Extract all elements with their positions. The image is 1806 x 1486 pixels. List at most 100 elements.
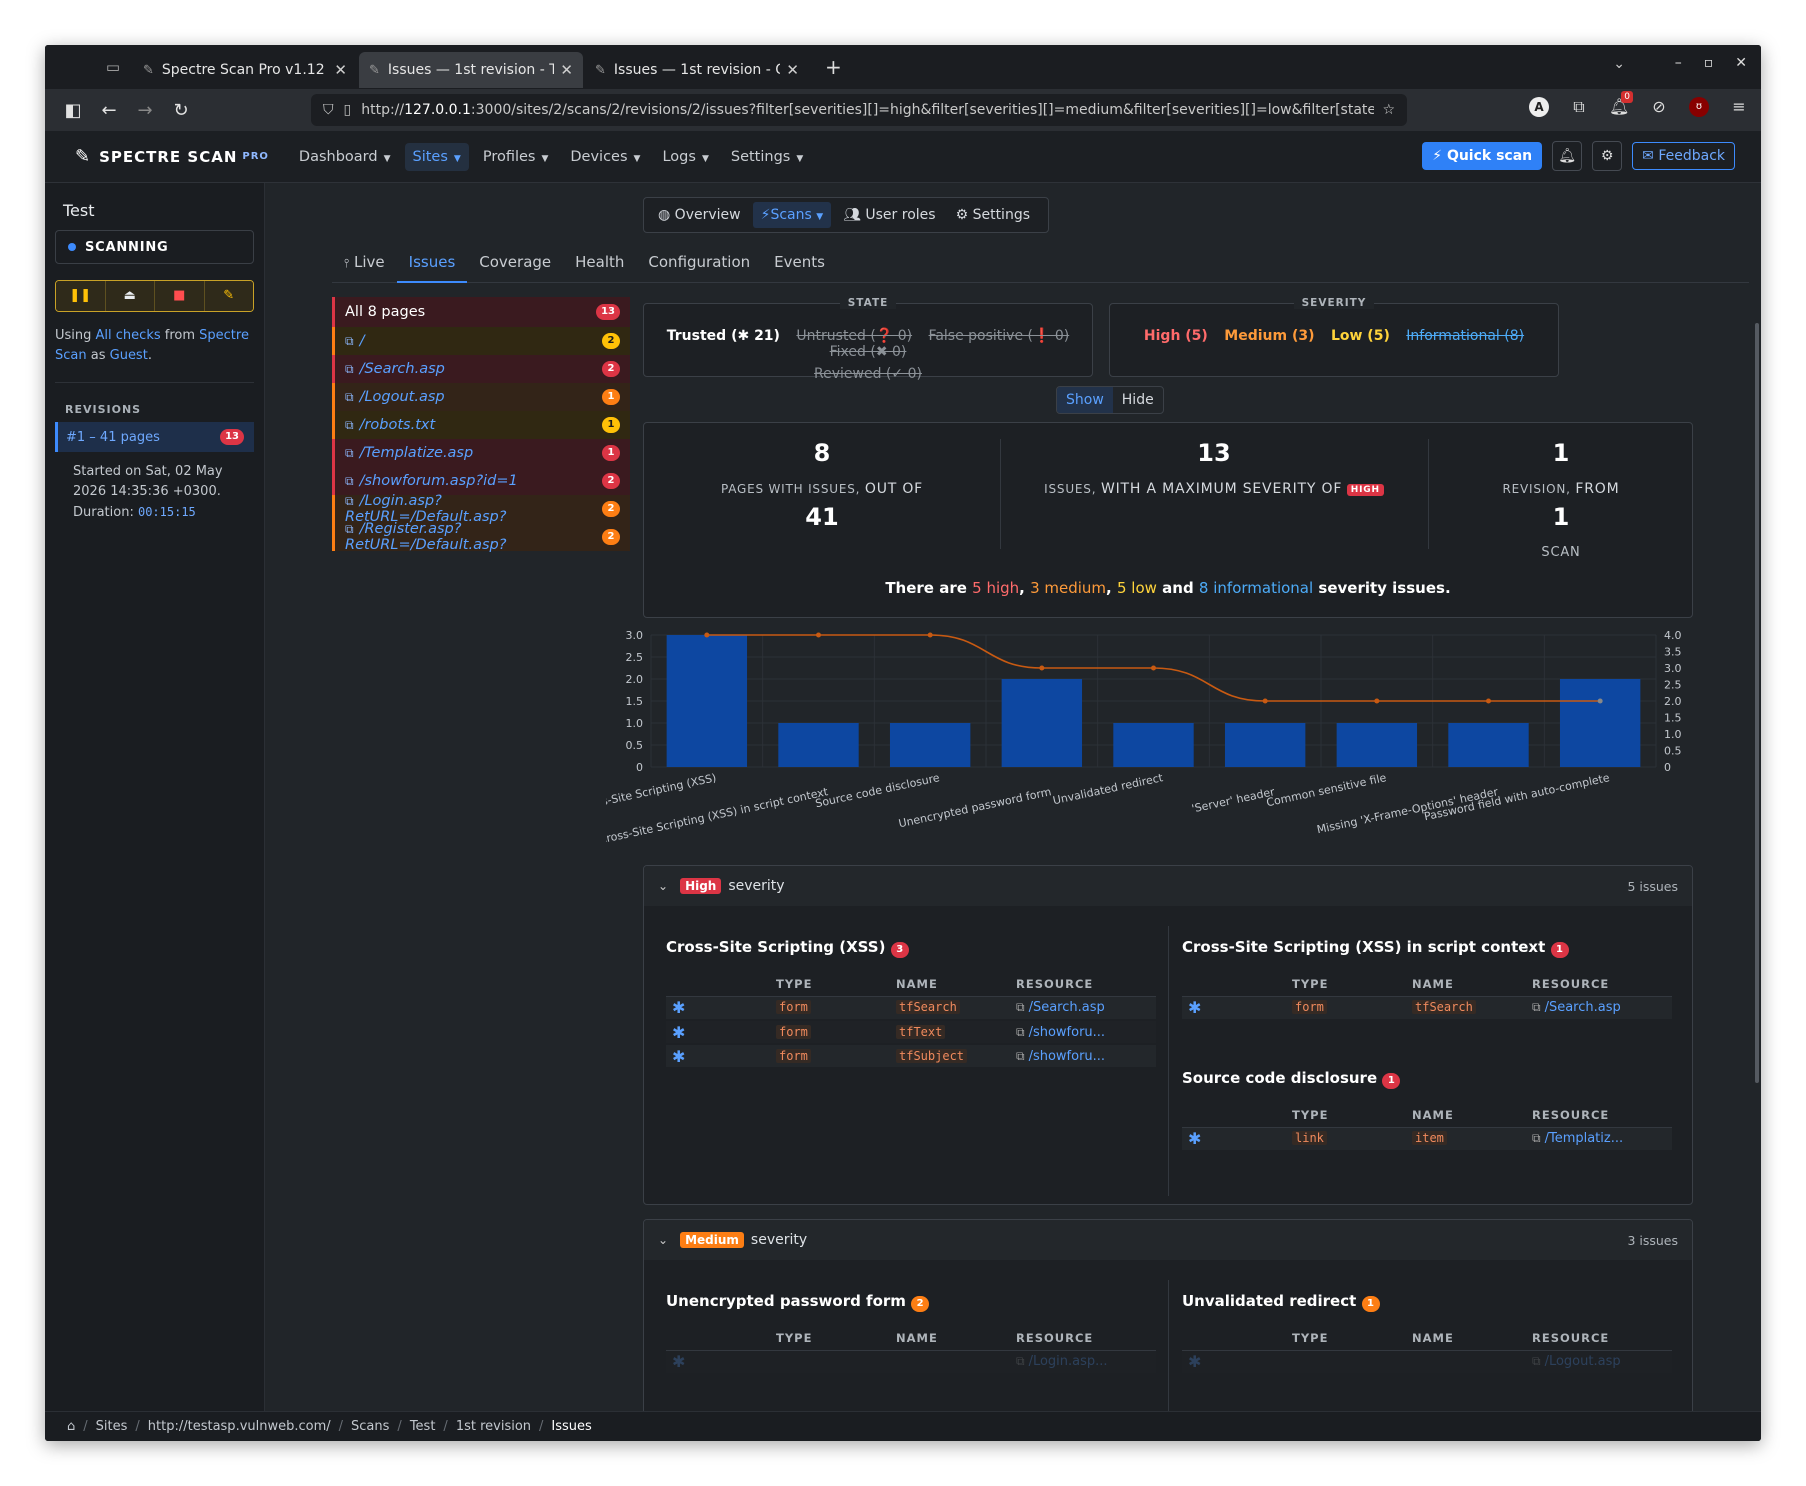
filter-trusted[interactable]: Trusted (✱ 21) xyxy=(666,328,780,344)
resource-link[interactable]: ⧉/Login.asp... xyxy=(1016,1350,1156,1375)
tab-live[interactable]: ⫯ Live xyxy=(332,253,397,283)
tab-issues[interactable]: Issues xyxy=(396,253,468,283)
issue-title[interactable]: Source code disclosure 1 xyxy=(1182,1069,1672,1089)
high-severity-header[interactable]: ⌄ High severity 5 issues xyxy=(644,866,1692,906)
page-item[interactable]: ⧉/Login.asp?RetURL=/Default.asp? 2 xyxy=(332,493,630,525)
breadcrumb-item[interactable]: Sites xyxy=(95,1419,128,1434)
close-icon[interactable]: ✕ xyxy=(786,61,799,79)
resource-link[interactable]: ⧉/Templatiz... xyxy=(1532,1127,1672,1152)
url-bar[interactable]: ⛉ ▯ http://127.0.0.1:3000/sites/2/scans/… xyxy=(311,94,1407,126)
quick-scan-button[interactable]: ⚡ Quick scan xyxy=(1422,142,1543,170)
ublock-icon[interactable]: ʊ xyxy=(1689,97,1709,117)
breadcrumb-item[interactable]: Scans xyxy=(351,1419,390,1434)
summary-medium[interactable]: 3 medium xyxy=(1030,579,1107,597)
sync-icon[interactable]: ⊘ xyxy=(1652,97,1666,116)
tab-configuration[interactable]: Configuration xyxy=(648,253,751,271)
page-item[interactable]: ⧉ /Search.asp 2 xyxy=(332,355,630,383)
sidebar-toggle-icon[interactable]: ◧ xyxy=(64,99,82,121)
page-item[interactable]: ⧉ /robots.txt 1 xyxy=(332,411,630,439)
table-row[interactable]: ✱ link item ⧉/Templatiz... xyxy=(1182,1127,1672,1152)
maximize-icon[interactable]: ▫ xyxy=(1703,55,1714,71)
filter-fixed[interactable]: Fixed (✖ 0) xyxy=(829,344,907,360)
subnav-settings[interactable]: ⚙ Settings xyxy=(948,202,1038,228)
issue-title[interactable]: Cross-Site Scripting (XSS) in script con… xyxy=(1182,938,1672,958)
back-icon[interactable]: ← xyxy=(101,99,117,121)
page-link[interactable]: ⧉ /showforum.asp?id=1 xyxy=(345,473,518,489)
table-row[interactable]: ✱ form tfSearch ⧉/Search.asp xyxy=(1182,996,1672,1021)
filter-medium[interactable]: Medium (3) xyxy=(1224,328,1315,344)
nav-dashboard[interactable]: Dashboard ▼ xyxy=(291,143,399,171)
bookmark-star-icon[interactable]: ☆ xyxy=(1382,102,1395,118)
theme-gear-icon[interactable]: ⚙ xyxy=(1592,141,1623,171)
table-row[interactable]: ✱ ⧉/Logout.asp xyxy=(1182,1350,1672,1375)
tab-health[interactable]: Health xyxy=(575,253,625,271)
nav-sites[interactable]: Sites ▼ xyxy=(404,142,469,171)
suspend-eject-icon[interactable]: ⏏ xyxy=(105,281,155,311)
subnav-scans[interactable]: ⚡Scans ▼ xyxy=(752,202,832,228)
close-icon[interactable]: ✕ xyxy=(334,61,347,79)
revision-item[interactable]: #1 – 41 pages 13 xyxy=(55,422,254,452)
page-link[interactable]: ⧉ /robots.txt xyxy=(345,417,435,433)
table-row[interactable]: ✱ ⧉/Login.asp... xyxy=(666,1350,1156,1375)
new-tab-icon[interactable]: + xyxy=(825,55,842,79)
filter-low[interactable]: Low (5) xyxy=(1330,328,1390,344)
tab-coverage[interactable]: Coverage xyxy=(479,253,552,271)
browser-tab-2[interactable]: ✎ Issues — 1st revision - Test ✕ xyxy=(359,52,583,88)
summary-high[interactable]: 5 high xyxy=(972,579,1020,597)
profile-link[interactable]: Spectre Scan xyxy=(55,328,249,363)
menu-icon[interactable]: ≡ xyxy=(1732,97,1746,116)
table-row[interactable]: ✱ form tfText ⧉/showforu... xyxy=(666,1020,1156,1045)
nav-devices[interactable]: Devices ▼ xyxy=(562,143,648,171)
resource-link[interactable]: ⧉/showforu... xyxy=(1016,1044,1156,1069)
breadcrumb-item[interactable]: 1st revision xyxy=(455,1419,532,1434)
hide-button[interactable]: Hide xyxy=(1121,392,1154,408)
page-item[interactable]: ⧉/2 xyxy=(332,327,630,355)
nav-settings[interactable]: Settings ▼ xyxy=(723,143,811,171)
tab-events[interactable]: Events xyxy=(774,253,825,271)
summary-low[interactable]: 5 low xyxy=(1116,579,1157,597)
close-window-icon[interactable]: ✕ xyxy=(1735,55,1747,71)
resource-link[interactable]: ⧉/Search.asp xyxy=(1016,996,1156,1021)
medium-severity-header[interactable]: ⌄ Medium severity 3 issues xyxy=(644,1220,1692,1260)
close-icon[interactable]: ✕ xyxy=(560,61,573,79)
resource-link[interactable]: ⧉/Logout.asp xyxy=(1532,1350,1672,1375)
user-link[interactable]: Guest xyxy=(109,348,148,363)
resource-link[interactable]: ⧉/showforu... xyxy=(1016,1020,1156,1045)
edit-icon[interactable]: ✎ xyxy=(204,281,253,311)
filter-false-positive[interactable]: False positive (❗ 0) xyxy=(928,328,1070,344)
nav-profiles[interactable]: Profiles ▼ xyxy=(475,143,557,171)
pages-all-item[interactable]: All 8 pages 13 xyxy=(332,297,630,327)
extension-bell-icon[interactable]: 🔔︎ 0 xyxy=(1609,91,1633,117)
puzzle-icon[interactable]: ⧉ xyxy=(1573,97,1585,116)
table-row[interactable]: ✱ form tfSearch ⧉/Search.asp xyxy=(666,996,1156,1021)
page-item[interactable]: ⧉ /Logout.asp 1 xyxy=(332,383,630,411)
browser-tab-1[interactable]: ✎ Spectre Scan Pro v1.12 ✕ xyxy=(133,52,357,88)
tab-list-icon[interactable]: ▭ xyxy=(105,58,121,76)
stop-icon[interactable]: ■ xyxy=(155,281,205,311)
reload-icon[interactable]: ↻ xyxy=(173,99,189,121)
minimize-icon[interactable]: – xyxy=(1674,55,1682,71)
notifications-bell-icon[interactable]: 🔔︎ xyxy=(1552,141,1583,171)
page-link[interactable]: ⧉/Login.asp?RetURL=/Default.asp? xyxy=(345,493,602,525)
summary-info[interactable]: 8 informational xyxy=(1198,579,1314,597)
filter-informational[interactable]: Informational (8) xyxy=(1406,328,1525,344)
issue-title[interactable]: Cross-Site Scripting (XSS) 3 xyxy=(666,938,1156,958)
page-link[interactable]: ⧉ /Search.asp xyxy=(345,361,445,377)
issue-title[interactable]: Unvalidated redirect 1 xyxy=(1182,1292,1672,1312)
home-icon[interactable]: ⌂ xyxy=(67,1419,76,1434)
page-link[interactable]: ⧉ /Templatize.asp xyxy=(345,445,473,461)
brand-logo[interactable]: ✎ SPECTRE SCAN PRO xyxy=(75,146,269,167)
scrollbar[interactable] xyxy=(1755,323,1759,1083)
page-item[interactable]: ⧉/Register.asp?RetURL=/Default.asp? 2 xyxy=(332,521,630,553)
page-item[interactable]: ⧉ /Templatize.asp 1 xyxy=(332,439,630,467)
page-link[interactable]: ⧉ /Logout.asp xyxy=(345,389,445,405)
nav-logs[interactable]: Logs ▼ xyxy=(654,143,716,171)
pause-icon[interactable]: ❚❚ xyxy=(56,281,106,311)
subnav-user-roles[interactable]: 👥︎ User roles xyxy=(835,202,943,228)
issue-title[interactable]: Unencrypted password form 2 xyxy=(666,1292,1156,1312)
filter-untrusted[interactable]: Untrusted (❓ 0) xyxy=(796,328,913,344)
show-button[interactable]: Show xyxy=(1057,387,1113,413)
filter-reviewed[interactable]: Reviewed (✓ 0) xyxy=(814,366,922,382)
feedback-button[interactable]: ✉ Feedback xyxy=(1632,142,1735,170)
breadcrumb-item[interactable]: Test xyxy=(409,1419,436,1434)
